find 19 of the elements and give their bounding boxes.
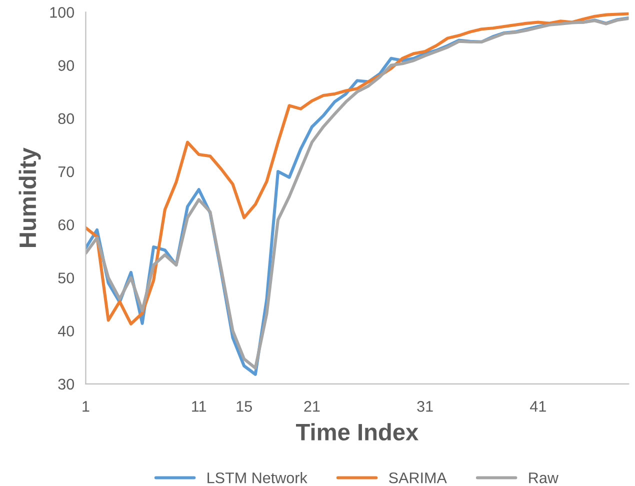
x-tick-label: 31 [417, 401, 433, 412]
y-tick-label: 70 [58, 166, 74, 178]
y-axis-title: Humidity [18, 148, 41, 247]
y-tick-label: 60 [58, 219, 74, 230]
x-axis-title: Time Index [296, 423, 418, 441]
legend-label: SARIMA [389, 472, 447, 484]
x-tick-label: 11 [192, 401, 206, 412]
x-tick-label: 15 [236, 401, 252, 412]
x-tick-label: 41 [530, 401, 546, 412]
legend-label: LSTM Network [208, 472, 308, 484]
y-tick-label: 80 [58, 113, 74, 124]
x-tick-label: 1 [82, 401, 90, 412]
y-tick-label: 30 [58, 378, 74, 390]
x-tick-label: 21 [304, 401, 320, 412]
y-tick-label: 90 [58, 60, 74, 71]
y-tick-label: 100 [50, 7, 74, 18]
y-tick-label: 50 [58, 272, 74, 284]
y-tick-label: 40 [58, 326, 74, 337]
legend-label: Raw [529, 472, 558, 484]
